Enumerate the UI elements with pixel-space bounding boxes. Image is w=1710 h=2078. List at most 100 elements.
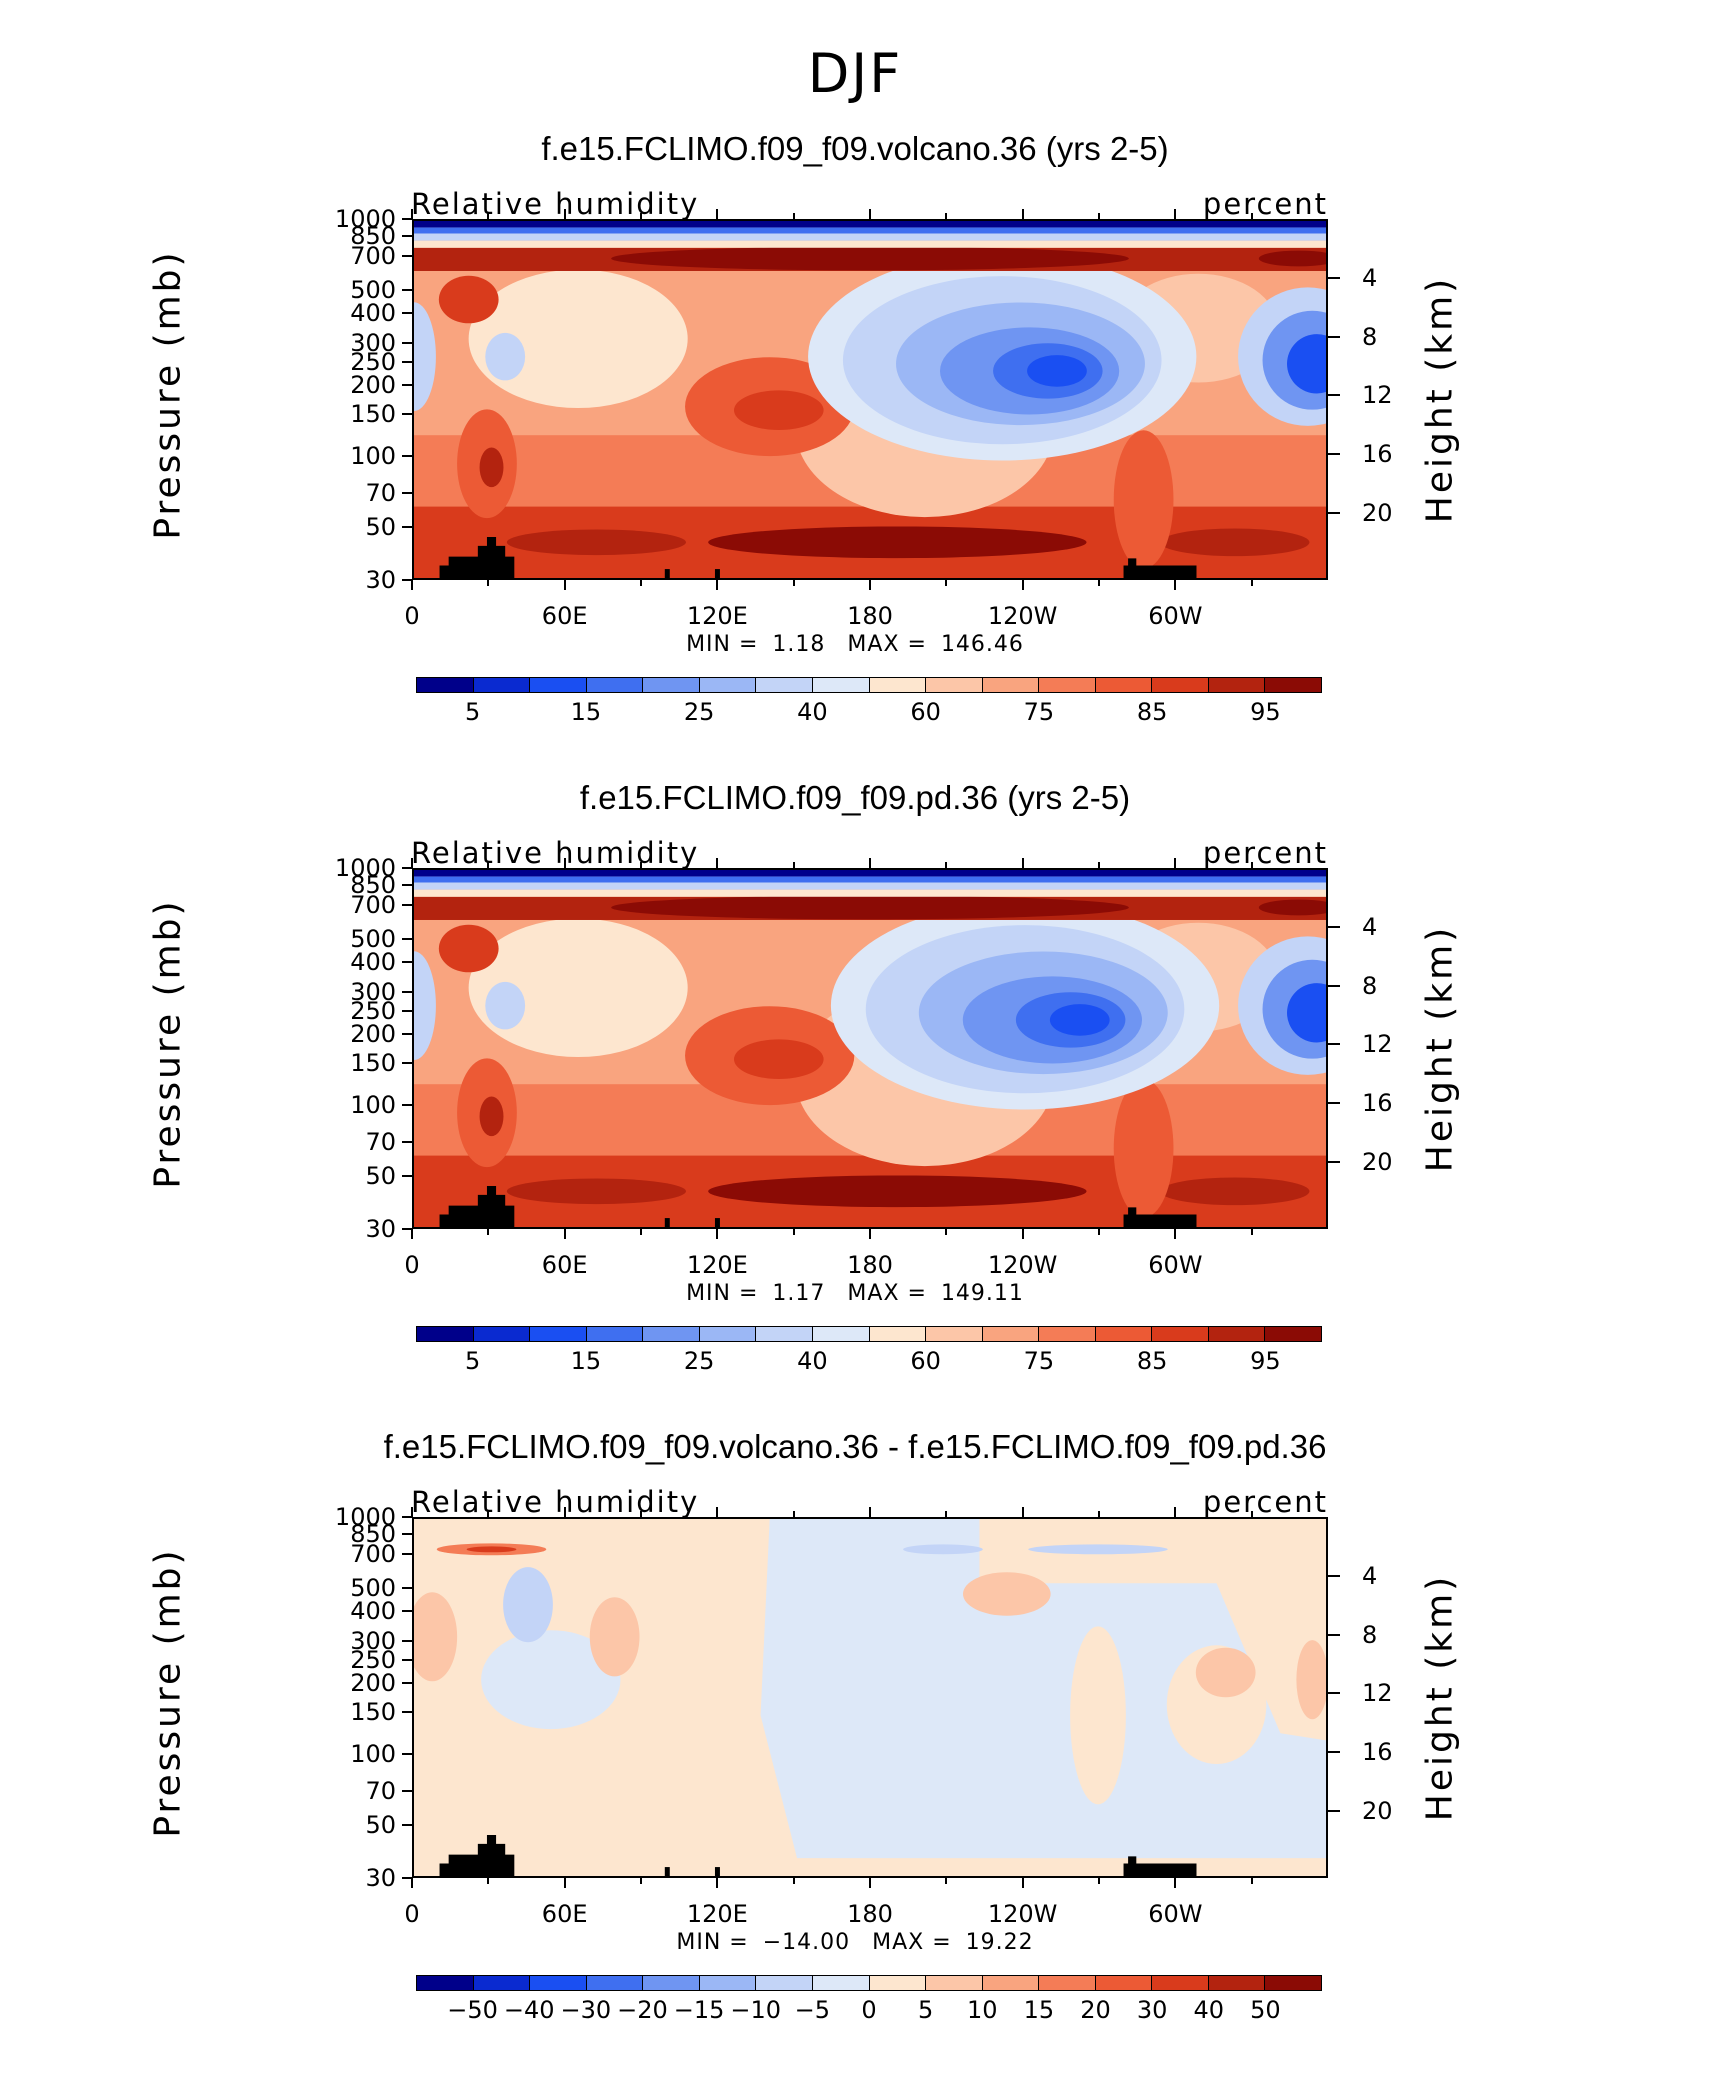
y-tick-mark [402, 218, 412, 220]
x-tick-label: 120W [987, 1900, 1058, 1928]
chart-panel-1: f.e15.FCLIMO.f09_f09.volcano.36 (yrs 2-5… [0, 130, 1710, 780]
y-tick-mark [402, 961, 412, 964]
x-minor-tick [640, 1878, 642, 1884]
x-minor-tick [1250, 580, 1253, 586]
page-title: DJF [807, 42, 903, 105]
x-tick-label: 0 [404, 1900, 420, 1928]
x-tick-label: 60E [541, 1251, 588, 1279]
x-tick-mark [563, 1229, 566, 1239]
topography-island-2 [714, 1218, 720, 1227]
colorbar-label: 15 [570, 1347, 602, 1375]
y-tick-mark [402, 413, 412, 416]
rh-upper-max [438, 275, 499, 324]
x-minor-tick [640, 1229, 642, 1235]
colorbar-label: 95 [1250, 698, 1281, 726]
colorbar-swatch [982, 1327, 1040, 1341]
rh-pale-region-2 [468, 269, 688, 409]
colorbar-swatch [1265, 1327, 1321, 1341]
colorbar-label: 40 [1193, 1996, 1225, 2024]
rh-boundary-max-3 [1160, 528, 1310, 557]
colorbar-swatch [1208, 678, 1266, 692]
x-tick-mark [563, 580, 566, 590]
y-tick-label: 100 [350, 1091, 396, 1120]
rh-boundary-max [708, 526, 1087, 559]
colorbar-swatch [926, 1327, 983, 1341]
height-tick-mark [1328, 1751, 1340, 1754]
y-tick-label: 1000 [334, 854, 396, 882]
y-tick-mark [402, 903, 412, 906]
colorbar-swatch [417, 678, 474, 692]
x-minor-tick [1250, 1229, 1253, 1235]
rh-tropopause-max [611, 895, 1129, 920]
y-tick-mark [402, 1681, 412, 1684]
colorbar-swatch [1095, 678, 1153, 692]
height-tick-mark [1328, 276, 1340, 279]
colorbar-label: 60 [910, 1347, 941, 1375]
y-tick-mark [402, 526, 412, 529]
colorbar-swatch [1152, 1327, 1209, 1341]
y-tick-mark [402, 341, 412, 344]
x-tick-label: 60E [541, 602, 588, 630]
colorbar-swatch [530, 1327, 587, 1341]
right-label: percent [1202, 1485, 1328, 1519]
height-tick-label: 4 [1362, 263, 1378, 292]
colorbar-label: 30 [1136, 1996, 1168, 2024]
colorbar-swatch [586, 1327, 644, 1341]
rh-strat-1 [414, 889, 1326, 897]
x-tick-mark [869, 580, 871, 590]
colorbar-label: −5 [794, 1996, 831, 2024]
colorbar-swatch [699, 1327, 757, 1341]
y-tick-mark [402, 1658, 412, 1661]
height-tick-mark [1328, 1043, 1340, 1046]
y-tick-mark [402, 1516, 412, 1518]
rh-strat-4 [414, 221, 1326, 228]
y-tick-label: 500 [350, 276, 396, 305]
height-tick-label: 12 [1362, 381, 1393, 410]
colorbar-swatch [586, 678, 644, 692]
x-tick-label: 120E [686, 1900, 748, 1928]
colorbar-swatch [1152, 1976, 1209, 1990]
topography-africa [439, 1834, 515, 1876]
y-tick-label: 500 [350, 1574, 396, 1603]
x-tick-mark [411, 1878, 413, 1888]
colorbar [416, 677, 1322, 693]
y-tick-label: 300 [350, 1626, 396, 1655]
x-tick-mark-top [411, 1507, 413, 1517]
y-tick-label: 200 [350, 1019, 396, 1048]
y-tick-mark [402, 1228, 412, 1230]
x-minor-tick [792, 580, 795, 586]
height-tick-label: 12 [1362, 1030, 1393, 1059]
height-tick-mark [1328, 1102, 1340, 1105]
rh-dry-west [414, 951, 436, 1061]
colorbar-swatch [1039, 1327, 1096, 1341]
y-tick-label: 300 [350, 328, 396, 357]
chart-panel-3: f.e15.FCLIMO.f09_f09.volcano.36 - f.e15.… [0, 1428, 1710, 2078]
colorbar-swatch [643, 1327, 700, 1341]
y-tick-label: 850 [350, 1519, 396, 1548]
x-minor-tick [945, 1878, 948, 1884]
x-minor-tick-top [640, 862, 642, 868]
colorbar-swatch [643, 1976, 700, 1990]
y2-axis-label: Height (km) [1419, 924, 1461, 1173]
height-tick-mark [1328, 1810, 1340, 1813]
height-tick-mark [1328, 925, 1340, 928]
colorbar-swatch [530, 678, 587, 692]
plot-area [412, 868, 1328, 1229]
colorbar-label: −50 [447, 1996, 498, 2024]
y-axis-label: Pressure (mb) [147, 1547, 189, 1838]
topography-andes [1123, 1856, 1197, 1876]
rh-dry-east-core [1287, 334, 1326, 394]
height-tick-mark [1328, 394, 1340, 397]
rh-pale-region-2 [468, 918, 688, 1058]
y-tick-mark [402, 1009, 412, 1012]
y-tick-label: 300 [350, 977, 396, 1006]
colorbar-label: −30 [560, 1996, 612, 2024]
x-minor-tick-top [640, 1511, 642, 1517]
colorbar-label: 75 [1023, 1347, 1055, 1375]
diff-minimum [503, 1567, 553, 1643]
min-label: MIN = [686, 632, 759, 657]
rh-strat-4 [414, 870, 1326, 877]
x-minor-tick-top [1250, 1511, 1253, 1517]
x-minor-tick-top [487, 862, 490, 868]
height-tick-label: 8 [1362, 1620, 1378, 1649]
